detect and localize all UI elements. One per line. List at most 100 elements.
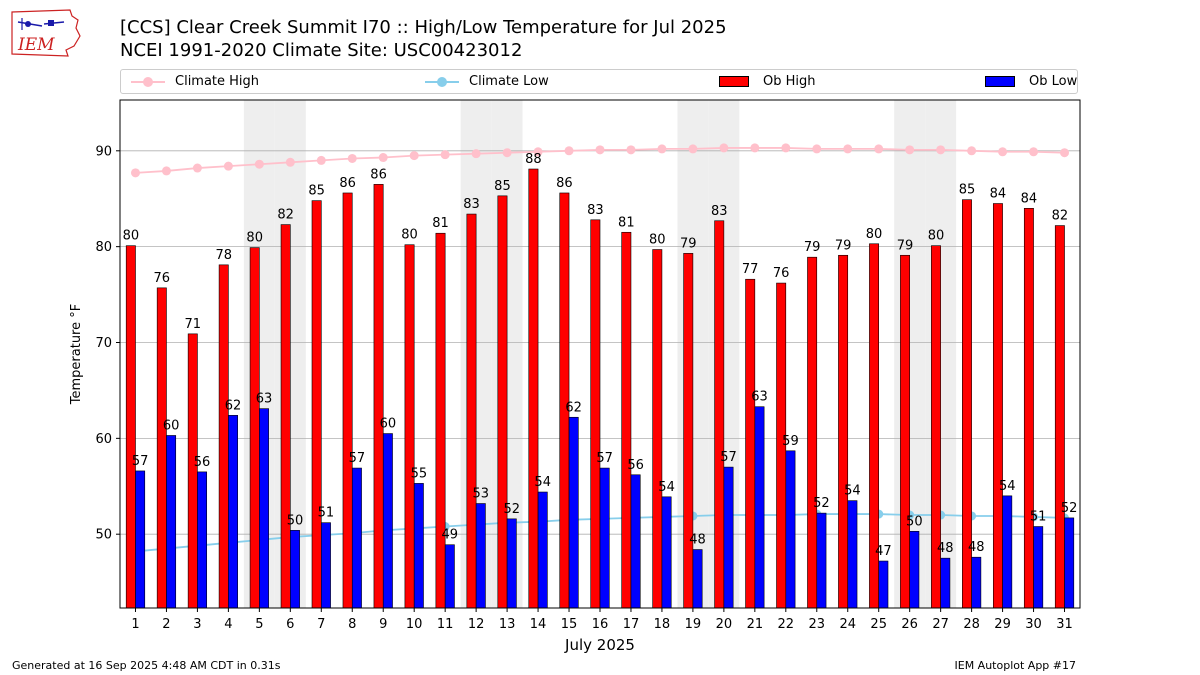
x-tick-label: 18 (654, 617, 671, 632)
iem-logo: IEM (11, 9, 81, 57)
ob-low-bar-day-21 (754, 406, 765, 609)
climate-high-point-day-6 (285, 157, 295, 167)
x-tick-label: 2 (162, 617, 170, 632)
ob-low-bar-day-31 (1064, 517, 1075, 609)
ob-low-value-label: 60 (380, 417, 397, 432)
ob-low-value-label: 62 (225, 398, 242, 413)
x-tick-label: 6 (286, 617, 294, 632)
climate-high-point-day-14 (533, 147, 543, 157)
x-tick-label: 15 (561, 617, 578, 632)
ob-high-bar-day-2 (156, 287, 167, 609)
ob-low-value-label: 50 (287, 513, 304, 528)
ob-low-value-label: 47 (875, 544, 892, 559)
ob-high-value-label: 86 (339, 176, 356, 191)
ob-low-bar-day-12 (475, 503, 486, 609)
y-tick-label: 60 (95, 432, 112, 447)
ob-high-bar-day-23 (807, 256, 818, 609)
ob-low-bar-day-20 (723, 466, 734, 609)
ob-high-value-label: 83 (587, 203, 604, 218)
climate-low-marker-icon (437, 77, 447, 87)
ob-high-bar-day-5 (249, 247, 260, 609)
ob-high-value-label: 84 (1021, 191, 1038, 206)
climate-high-point-day-31 (1060, 148, 1070, 158)
climate-high-point-day-25 (874, 144, 884, 154)
ob-high-bar-day-18 (652, 249, 663, 609)
x-tick-label: 9 (379, 617, 387, 632)
ob-low-bar-day-8 (351, 467, 362, 609)
ob-low-bar-day-10 (413, 483, 424, 609)
ob-low-bar-day-26 (909, 531, 920, 609)
chart-title: [CCS] Clear Creek Summit I70 :: High/Low… (120, 17, 727, 38)
x-tick-label: 14 (530, 617, 547, 632)
ob-low-bar-day-17 (630, 474, 641, 609)
ob-low-value-label: 62 (565, 400, 582, 415)
x-tick-label: 7 (317, 617, 325, 632)
ob-high-bar-day-21 (745, 278, 756, 609)
ob-low-value-label: 54 (658, 480, 675, 495)
x-tick-label: 3 (193, 617, 201, 632)
legend-label: Ob Low (1029, 74, 1078, 89)
ob-high-bar-day-11 (435, 232, 446, 609)
ob-low-value-label: 56 (194, 455, 211, 470)
y-tick-label: 90 (95, 144, 112, 159)
climate-high-point-day-28 (967, 146, 977, 156)
x-tick-label: 27 (932, 617, 949, 632)
x-tick-label: 4 (224, 617, 232, 632)
ob-high-value-label: 86 (370, 167, 387, 182)
climate-high-point-day-23 (812, 144, 822, 154)
ob-high-value-label: 81 (432, 216, 449, 231)
ob-low-value-label: 49 (442, 528, 459, 543)
ob-high-bar-day-10 (404, 244, 415, 609)
climate-high-point-day-8 (347, 153, 357, 163)
ob-low-value-label: 54 (534, 475, 551, 490)
legend-label: Climate Low (469, 74, 549, 89)
climate-high-point-day-12 (471, 149, 481, 159)
ob-high-value-label: 82 (1052, 209, 1069, 224)
ob-low-value-label: 48 (689, 533, 706, 548)
x-tick-label: 21 (747, 617, 764, 632)
ob-low-value-label: 57 (349, 451, 366, 466)
ob-high-bar-day-12 (466, 213, 477, 609)
climate-high-point-day-4 (223, 161, 233, 171)
ob-high-value-label: 76 (154, 271, 171, 286)
ob-low-bar-day-19 (692, 549, 703, 609)
weekend-shading (243, 100, 957, 608)
climate-high-point-day-18 (657, 144, 667, 154)
ob-low-bar-day-27 (940, 557, 951, 609)
ob-high-bar-day-7 (311, 200, 322, 609)
ob-low-value-label: 63 (751, 390, 768, 405)
ob-low-value-label: 48 (968, 540, 985, 555)
y-axis: 50 60 70 80 90 (95, 144, 120, 543)
ob-high-value-label: 85 (959, 183, 976, 198)
ob-high-swatch-icon (719, 76, 749, 87)
ob-high-bar-day-26 (900, 254, 910, 609)
ob-high-value-label: 81 (618, 215, 635, 230)
climate-high-point-day-29 (998, 147, 1008, 157)
x-axis-label: July 2025 (564, 636, 635, 654)
ob-low-value-label: 60 (163, 418, 180, 433)
x-tick-label: 23 (809, 617, 826, 632)
ob-low-bar-day-5 (259, 408, 269, 609)
y-tick-label: 80 (95, 240, 112, 255)
ob-low-value-label: 52 (1061, 501, 1078, 516)
ob-low-bar-day-2 (166, 435, 177, 609)
ob-high-bar-day-14 (528, 168, 539, 609)
ob-low-value-label: 63 (256, 392, 273, 407)
ob-high-value-label: 86 (556, 176, 573, 191)
ob-high-value-label: 83 (463, 197, 480, 212)
ob-low-value-label: 59 (782, 434, 799, 449)
climate-high-point-day-16 (595, 145, 605, 155)
x-tick-label: 5 (255, 617, 263, 632)
ob-low-bar-day-13 (506, 518, 517, 609)
ob-low-bar-day-1 (135, 470, 146, 609)
ob-high-bar-day-29 (992, 203, 1003, 609)
ob-low-bar-day-14 (537, 491, 548, 609)
ob-high-value-label: 79 (804, 240, 821, 255)
climate-high-point-day-17 (626, 145, 636, 155)
climate-high-point-day-21 (750, 143, 760, 153)
ob-high-value-label: 76 (773, 266, 790, 281)
climate-high-point-day-3 (192, 163, 202, 173)
climate-high-series (130, 143, 1070, 178)
logo-text: IEM (17, 35, 55, 55)
